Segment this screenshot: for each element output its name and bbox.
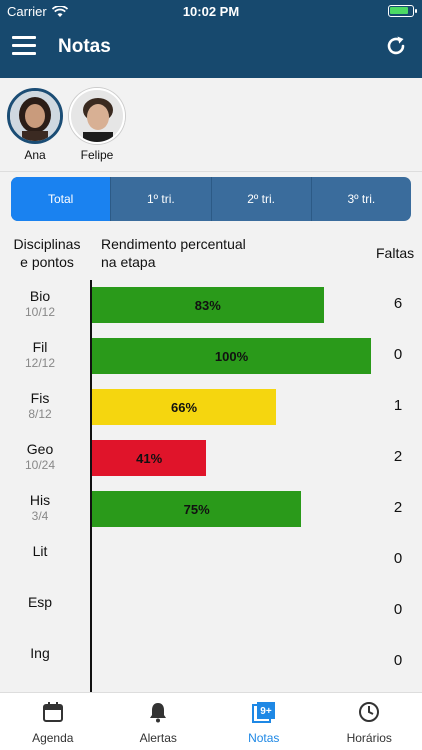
performance-bar: 66% <box>92 389 277 425</box>
performance-bar: 41% <box>92 440 207 476</box>
student-photo <box>10 91 60 141</box>
student-name: Felipe <box>80 148 114 162</box>
tab-total[interactable]: Total <box>11 177 111 221</box>
table-row[interactable]: Geo 10/24 41% 2 <box>0 433 422 484</box>
subject-code: Fis <box>30 390 50 406</box>
faltas-value: 0 <box>393 652 403 669</box>
menu-line <box>12 36 36 39</box>
faltas-value: 2 <box>393 448 403 465</box>
faltas-value: 1 <box>393 397 403 414</box>
faltas-value: 2 <box>393 499 403 516</box>
performance-bar: 83% <box>92 287 324 323</box>
chart-axis-line <box>90 280 92 692</box>
tab-3-tri[interactable]: 3º tri. <box>310 177 411 221</box>
faltas-value: 0 <box>393 550 403 567</box>
subject-points: 12/12 <box>24 356 56 370</box>
tab-horarios-label: Horários <box>346 731 392 745</box>
table-row[interactable]: Fis 8/12 66% 1 <box>0 382 422 433</box>
rendimento-header-line2: na etapa <box>101 254 156 270</box>
table-row[interactable]: Bio 10/12 83% 6 <box>0 280 422 331</box>
disciplinas-header-line2: e pontos <box>20 254 74 270</box>
rendimento-header-line1: Rendimento percentual <box>101 236 246 252</box>
tab-2-tri[interactable]: 2º tri. <box>210 177 311 221</box>
subject-cell: Bio 10/12 <box>0 280 80 319</box>
bottom-tab-bar: Agenda Alertas 9+ Notas Horários <box>0 692 422 750</box>
tab-notas[interactable]: 9+ Notas <box>211 693 317 750</box>
disciplinas-header-line1: Disciplinas <box>13 236 81 252</box>
subject-cell: Ing <box>0 637 80 662</box>
svg-text:9+: 9+ <box>260 706 272 717</box>
subject-cell: Fil 12/12 <box>0 331 80 370</box>
avatar-felipe <box>69 88 125 144</box>
faltas-value: 6 <box>393 295 403 312</box>
rendimento-header: Rendimento percentual na etapa <box>101 235 246 271</box>
carrier-label: Carrier <box>7 4 47 19</box>
period-tabs: Total 1º tri. 2º tri. 3º tri. <box>11 177 411 221</box>
status-time: 10:02 PM <box>182 4 240 19</box>
calendar-icon <box>42 702 63 722</box>
subject-code: Fil <box>32 339 48 355</box>
subject-cell: Geo 10/24 <box>0 433 80 472</box>
subject-points: 10/24 <box>24 458 56 472</box>
menu-button[interactable] <box>12 36 36 56</box>
table-row[interactable]: Lit 0 <box>0 535 422 586</box>
subject-code: Lit <box>32 543 48 559</box>
tab-horarios[interactable]: Horários <box>317 693 422 750</box>
bell-icon <box>150 703 167 723</box>
battery-icon <box>388 5 417 17</box>
subject-points: 8/12 <box>28 407 52 421</box>
subject-code: His <box>29 492 51 508</box>
tab-agenda[interactable]: Agenda <box>0 693 106 750</box>
student-photo <box>71 90 123 142</box>
subject-cell: Esp <box>0 586 80 611</box>
subject-code: Ing <box>30 645 50 661</box>
faltas-header: Faltas <box>376 245 415 261</box>
tab-alertas-label: Alertas <box>139 731 177 745</box>
subject-cell: Lit <box>0 535 80 560</box>
student-ana[interactable]: Ana <box>4 88 66 162</box>
performance-bar: 75% <box>92 491 302 527</box>
subject-code: Bio <box>29 288 51 304</box>
subject-code: Geo <box>26 441 54 457</box>
faltas-value: 0 <box>393 601 403 618</box>
page-title: Notas <box>58 36 111 57</box>
carrier-indicator: Carrier <box>7 4 68 19</box>
student-name: Ana <box>24 148 46 162</box>
refresh-icon[interactable] <box>384 34 408 58</box>
table-row[interactable]: Esp 0 <box>0 586 422 637</box>
avatar-ana <box>7 88 63 144</box>
student-selector: Ana Felipe <box>0 78 422 172</box>
status-bar: Carrier 10:02 PM <box>0 0 422 22</box>
subject-points: 3/4 <box>31 509 49 523</box>
app-header: Carrier 10:02 PM Notas <box>0 0 422 78</box>
table-row[interactable]: His 3/4 75% 2 <box>0 484 422 535</box>
table-row[interactable]: Ing 0 <box>0 637 422 688</box>
subject-points: 10/12 <box>24 305 56 319</box>
subject-cell: His 3/4 <box>0 484 80 523</box>
tab-notas-label: Notas <box>248 731 280 745</box>
subject-cell: Fis 8/12 <box>0 382 80 421</box>
tab-agenda-label: Agenda <box>32 731 74 745</box>
wifi-icon <box>51 5 68 17</box>
disciplinas-header: Disciplinas e pontos <box>8 235 86 271</box>
menu-line <box>12 44 36 47</box>
table-row[interactable]: Fil 12/12 100% 0 <box>0 331 422 382</box>
student-felipe[interactable]: Felipe <box>66 88 128 162</box>
tab-1-tri[interactable]: 1º tri. <box>110 177 210 221</box>
clock-icon <box>359 702 380 722</box>
performance-bar: 100% <box>92 338 371 374</box>
tab-alertas[interactable]: Alertas <box>106 693 212 750</box>
faltas-value: 0 <box>393 346 403 363</box>
menu-line <box>12 52 36 55</box>
grades-icon: 9+ <box>251 702 275 723</box>
subject-code: Esp <box>27 594 53 610</box>
